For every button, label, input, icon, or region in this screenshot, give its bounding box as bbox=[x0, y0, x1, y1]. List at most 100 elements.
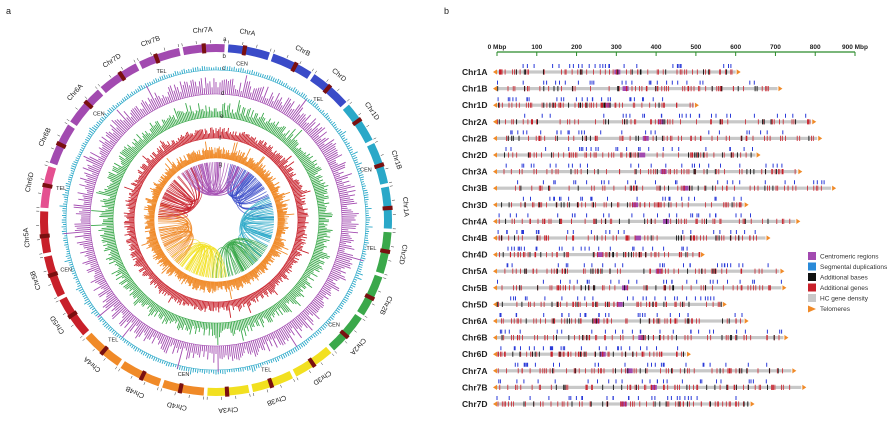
gene-density-bar bbox=[497, 120, 812, 124]
centromere-region bbox=[626, 368, 633, 374]
scale-tick bbox=[160, 388, 163, 392]
density-histogram bbox=[123, 127, 311, 318]
centromere-mark bbox=[379, 248, 391, 255]
chromosome-label: Chr2B bbox=[462, 133, 488, 143]
scale-tick bbox=[366, 125, 370, 128]
circos-chr-label: Chr3B bbox=[265, 393, 286, 406]
synteny-link bbox=[238, 177, 273, 210]
telomere-marker bbox=[493, 218, 497, 224]
centromere-mark bbox=[339, 329, 350, 340]
telomere-marker bbox=[493, 252, 497, 258]
scale-tick bbox=[92, 348, 95, 352]
synteny-link bbox=[184, 246, 213, 278]
scale-tick bbox=[266, 389, 269, 393]
circos-chr-label: Chr3A bbox=[218, 405, 239, 413]
feature-label: TEL bbox=[313, 97, 323, 103]
scale-tick bbox=[75, 107, 78, 110]
ring-label: a bbox=[223, 37, 227, 43]
synteny-link bbox=[200, 163, 229, 193]
ideogram-chr5b bbox=[43, 255, 65, 298]
centromere-region bbox=[642, 136, 649, 141]
panel-a-label: a bbox=[6, 6, 11, 16]
circos-chr-label: ChrA bbox=[239, 28, 256, 38]
synteny-link bbox=[225, 246, 245, 277]
chromosome-label: Chr3B bbox=[462, 183, 488, 193]
synteny-link bbox=[243, 226, 274, 242]
legend-label: HC gene density bbox=[820, 296, 869, 303]
centromere-mark bbox=[241, 45, 248, 56]
chromosome-tracks: Chr1A Chr1B Chr1D Chr2A Chr2B Chr2D Chr3A Chr3B… bbox=[462, 64, 837, 409]
chromosome-label: Chr2D bbox=[462, 150, 488, 160]
segmental-duplications bbox=[497, 97, 664, 102]
segmental-duplications bbox=[498, 213, 751, 218]
circos-chr-label: Chr5A bbox=[23, 227, 32, 248]
gene-density-bar bbox=[497, 369, 792, 373]
scale-tick bbox=[380, 154, 384, 156]
track-chr6d: Chr6D bbox=[462, 346, 691, 359]
legend-swatch bbox=[808, 294, 816, 302]
chromosome-label: Chr7A bbox=[462, 366, 488, 376]
additional-genes bbox=[497, 401, 744, 407]
scale-tick bbox=[273, 49, 275, 53]
additional-bases bbox=[501, 235, 740, 241]
telomere-marker bbox=[493, 268, 497, 274]
scale-tick bbox=[181, 43, 183, 47]
synteny-link bbox=[207, 162, 233, 193]
ideogram-chr5a bbox=[39, 211, 52, 254]
mbp-axis: 0 Mbp 100 200 300 400 500 600 700 800 900 Mbp bbox=[488, 44, 868, 56]
scale-tick bbox=[349, 101, 353, 105]
additional-bases bbox=[524, 268, 716, 274]
scale-tick bbox=[115, 366, 118, 370]
legend-swatch bbox=[808, 273, 816, 281]
synteny-link bbox=[158, 223, 188, 229]
centromere-mark bbox=[322, 83, 333, 95]
scale-tick bbox=[163, 47, 166, 51]
additional-genes bbox=[501, 335, 780, 341]
centromere-mark bbox=[307, 357, 317, 369]
chromosome-label: Chr5B bbox=[462, 283, 488, 293]
synteny-link bbox=[166, 239, 202, 275]
synteny-link bbox=[163, 179, 193, 206]
circos-chr-label: Chr5B bbox=[30, 269, 43, 290]
track-chr5b: Chr5B bbox=[462, 279, 787, 293]
scale-tick bbox=[388, 181, 393, 183]
centromere-mark bbox=[42, 182, 53, 189]
synteny-link bbox=[234, 242, 255, 265]
scale-tick bbox=[121, 66, 124, 70]
segmental-duplications bbox=[499, 313, 743, 317]
additional-bases bbox=[498, 102, 660, 108]
telomere-marker bbox=[780, 268, 785, 274]
additional-bases bbox=[512, 351, 684, 357]
circos-chr-label: Chr1A bbox=[401, 197, 409, 218]
synteny-link bbox=[169, 176, 196, 201]
segmental-duplications bbox=[505, 147, 753, 151]
centromere-mark bbox=[39, 233, 50, 239]
scale-tick bbox=[253, 392, 255, 397]
additional-bases bbox=[523, 401, 749, 407]
track-chr4d: Chr4D bbox=[462, 246, 705, 260]
circos-chr-label: Chr7B bbox=[140, 35, 161, 49]
synteny-link bbox=[239, 201, 272, 261]
legend-label: Segmental duplications bbox=[820, 264, 888, 271]
centromere-region bbox=[682, 185, 689, 191]
circos-chr-label: ChrB bbox=[294, 44, 312, 58]
chromosome-label: Chr6D bbox=[462, 349, 488, 359]
track-chr7b: Chr7B bbox=[462, 379, 807, 392]
circos-chr-label: Chr2A bbox=[348, 336, 367, 356]
scale-tick bbox=[296, 377, 299, 381]
scale-tick bbox=[280, 384, 282, 388]
synteny-link bbox=[212, 247, 241, 278]
centromere-mark bbox=[153, 53, 161, 64]
track-chr4a: Chr4A bbox=[462, 213, 801, 226]
ideogram-chr4d bbox=[162, 379, 205, 396]
additional-genes bbox=[506, 135, 814, 141]
chromosome-label: Chr3A bbox=[462, 167, 488, 177]
centromere-region bbox=[620, 401, 627, 407]
telomere-marker bbox=[493, 318, 497, 324]
telomere-marker bbox=[493, 384, 497, 390]
scale-tick bbox=[84, 96, 88, 99]
scale-tick bbox=[143, 382, 146, 385]
segmental-duplications bbox=[507, 246, 688, 251]
gene-density-bar bbox=[497, 203, 744, 207]
scale-tick bbox=[62, 312, 66, 315]
